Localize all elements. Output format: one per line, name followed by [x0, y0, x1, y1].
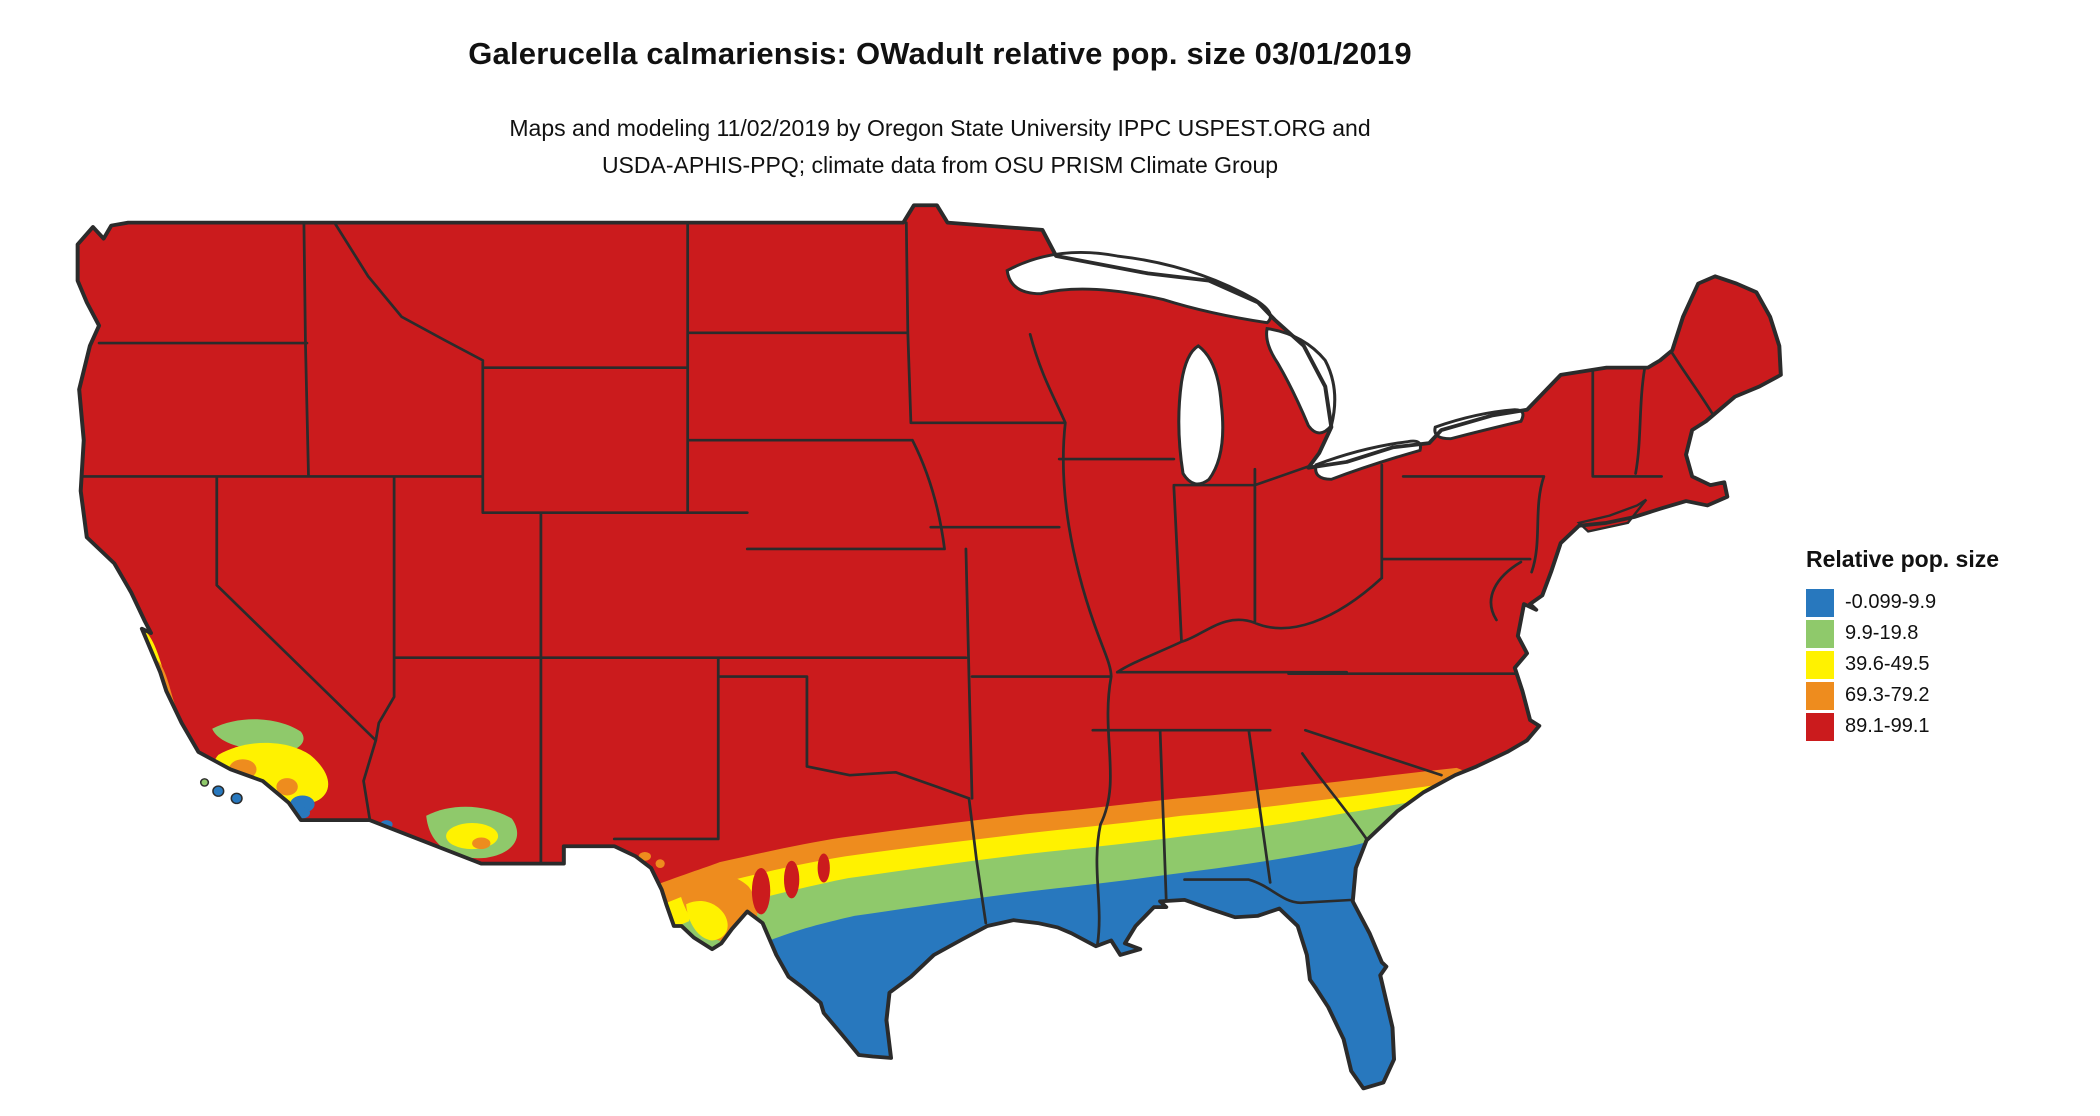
lake-michigan [1177, 344, 1225, 486]
legend-swatch-red [1806, 712, 1834, 741]
patch-socal-blue-2 [254, 791, 274, 806]
subtitle-line-1: Maps and modeling 11/02/2019 by Oregon S… [509, 115, 1371, 141]
island-dot-2 [230, 792, 243, 805]
legend-item: 9.9-19.8 [1806, 618, 2096, 649]
island-dot-3 [199, 778, 210, 787]
legend-item: 39.6-49.5 [1806, 649, 2096, 680]
subtitle-line-2: USDA-APHIS-PPQ; climate data from OSU PR… [601, 151, 1279, 178]
channel-islands [199, 778, 243, 805]
lake-ontario [1433, 408, 1525, 441]
us-outline [75, 203, 1783, 1091]
legend: Relative pop. size -0.099-9.9 9.9-19.8 3… [1806, 546, 2096, 742]
legend-label: 69.3-79.2 [1845, 684, 1930, 706]
legend-swatch-green [1806, 619, 1834, 648]
us-map [75, 203, 1783, 1091]
patch-az-yellow [446, 823, 499, 850]
legend-label: -0.099-9.9 [1845, 591, 1937, 613]
map-fill-layers [77, 205, 1781, 1089]
patch-bigbend-yellow [686, 901, 728, 941]
lake-huron [1265, 326, 1337, 435]
legend-label: 9.9-19.8 [1845, 622, 1919, 644]
page-title: Galerucella calmariensis: OWadult relati… [468, 36, 1412, 71]
legend-title: Relative pop. size [1806, 546, 2000, 572]
island-dot-1 [212, 785, 225, 797]
lake-superior [1005, 251, 1272, 325]
patch-wtx-red-finger-1 [751, 867, 771, 915]
patch-wtx-red-finger-2 [783, 860, 800, 899]
legend-item: 89.1-99.1 [1806, 711, 2096, 742]
patch-nm-orange-1 [638, 852, 651, 861]
patch-socal-orange-2 [276, 778, 298, 796]
state-borders [82, 221, 1715, 947]
patch-wtx-red-finger-3 [817, 853, 830, 883]
legend-swatch-blue [1806, 588, 1834, 617]
page-subtitle: Maps and modeling 11/02/2019 by Oregon S… [0, 110, 1880, 184]
map-region-red-base [77, 205, 1781, 1089]
patch-nm-orange-2 [655, 859, 665, 868]
great-lakes [1005, 251, 1525, 486]
legend-item: -0.099-9.9 [1806, 587, 2096, 618]
legend-label: 39.6-49.5 [1845, 653, 1930, 675]
legend-item: 69.3-79.2 [1806, 680, 2096, 711]
lake-erie [1314, 439, 1423, 481]
patch-az-orange [472, 837, 491, 850]
legend-label: 89.1-99.1 [1845, 715, 1930, 737]
legend-swatch-orange [1806, 681, 1834, 710]
legend-swatch-yellow [1806, 650, 1834, 679]
